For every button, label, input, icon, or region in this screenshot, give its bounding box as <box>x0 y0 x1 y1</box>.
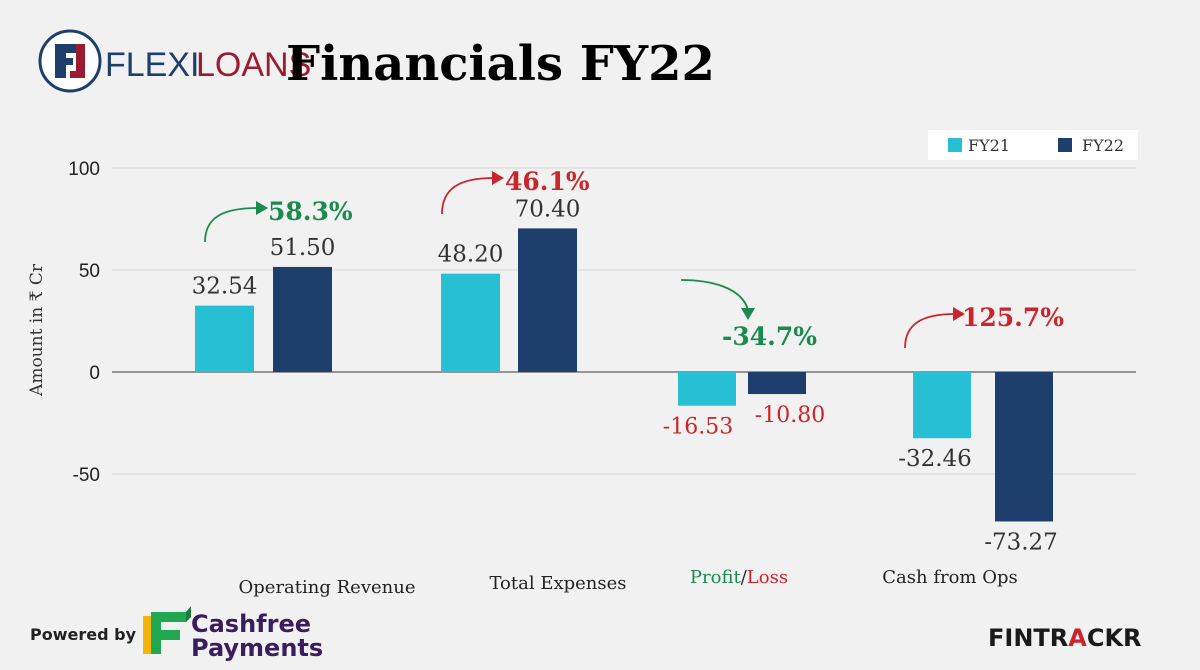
bars <box>195 228 1053 522</box>
header: FLEXI LOANS Financials FY22 <box>38 29 715 93</box>
value-label-operating-revenue-fy21: 32.54 <box>192 274 258 300</box>
change-label-total-expenses: 46.1% <box>505 167 590 196</box>
category-label-total-expenses: Total Expenses <box>489 573 626 594</box>
flexiloans-logo-suffix: LOANS <box>196 46 311 84</box>
value-label-total-expenses-fy22: 70.40 <box>515 196 581 222</box>
change-label-profit-loss: -34.7% <box>722 322 817 351</box>
value-label-cash-from-ops-fy22: -73.27 <box>984 529 1058 555</box>
arrow-head-icon <box>492 171 504 185</box>
category-label-profit-loss: Profit/Loss <box>690 567 788 588</box>
arrow-head-icon <box>953 307 965 321</box>
bar-total-expenses-fy22 <box>518 228 577 372</box>
cashfree-name-line1: Cashfree <box>191 610 311 638</box>
change-label-operating-revenue: 58.3% <box>268 197 353 226</box>
bar-cash-from-ops-fy22 <box>995 372 1053 522</box>
change-annotations: 58.3% 46.1% -34.7% 125.7% <box>204 167 1064 351</box>
curved-arrow-icon <box>441 177 495 215</box>
change-annotation-operating-revenue: 58.3% <box>204 197 353 243</box>
category-label-cash-from-ops: Cash from Ops <box>882 567 1017 588</box>
category-label-operating-revenue: Operating Revenue <box>239 577 416 598</box>
flexiloans-logo-prefix: FLEXI <box>105 46 199 84</box>
y-axis-label: Amount in ₹ Cr <box>27 263 47 397</box>
change-label-cash-from-ops: 125.7% <box>962 303 1064 332</box>
page-title: Financials FY22 <box>286 36 715 92</box>
y-tick-label: 50 <box>79 261 100 282</box>
curved-arrow-icon <box>904 313 956 349</box>
legend-swatch-fy22 <box>1058 138 1072 152</box>
legend-swatch-fy21 <box>948 138 962 152</box>
arrow-head-icon <box>741 308 755 320</box>
curved-arrow-icon <box>204 207 259 243</box>
y-tick-label: 100 <box>68 159 100 180</box>
value-labels: 32.54 51.50 48.20 70.40 -16.53 -10.80 -32.46 -7… <box>192 196 1058 555</box>
cashfree-name-line2: Payments <box>191 634 323 662</box>
value-label-profit-loss-fy22: -10.80 <box>755 403 825 428</box>
category-labels: Operating Revenue Total Expenses Profit/… <box>239 567 1018 598</box>
footer: Powered by Cashfree Payments FINTRACKR <box>30 606 1142 662</box>
y-tick-label: -50 <box>73 465 100 486</box>
bar-operating-revenue-fy21 <box>195 305 254 372</box>
chart-legend: FY21 FY22 <box>928 130 1138 160</box>
bar-operating-revenue-fy22 <box>273 266 332 372</box>
curved-arrow-icon <box>680 279 749 311</box>
legend-label-fy21: FY21 <box>968 136 1010 155</box>
cashfree-logo-icon <box>143 606 191 654</box>
value-label-total-expenses-fy21: 48.20 <box>438 242 504 268</box>
value-label-profit-loss-fy21: -16.53 <box>663 415 733 440</box>
bar-total-expenses-fy21 <box>441 273 500 372</box>
bar-cash-from-ops-fy21 <box>913 372 971 439</box>
flexiloans-logo: FLEXI LOANS <box>38 29 311 93</box>
fintrackr-logo: FINTRACKR <box>988 624 1142 652</box>
y-tick-label: 0 <box>89 363 100 384</box>
value-label-operating-revenue-fy22: 51.50 <box>270 235 336 261</box>
change-annotation-profit-loss: -34.7% <box>680 279 817 351</box>
y-tick-labels: -50 0 50 100 <box>68 159 100 486</box>
legend-label-fy22: FY22 <box>1082 136 1124 155</box>
change-annotation-total-expenses: 46.1% <box>441 167 590 215</box>
change-annotation-cash-from-ops: 125.7% <box>904 303 1064 349</box>
value-label-cash-from-ops-fy21: -32.46 <box>898 446 972 472</box>
bar-profit-loss-fy21 <box>678 372 736 406</box>
powered-by-label: Powered by <box>30 625 137 644</box>
bar-profit-loss-fy22 <box>748 372 806 395</box>
arrow-head-icon <box>256 201 268 215</box>
